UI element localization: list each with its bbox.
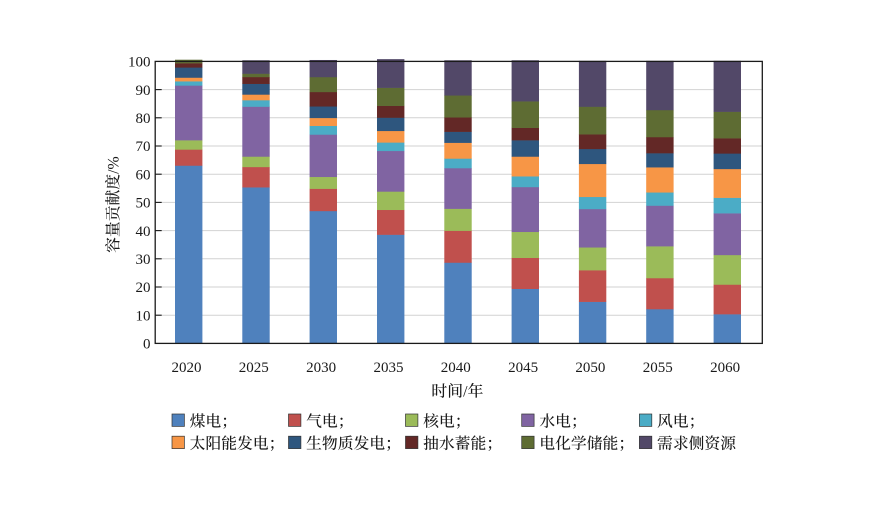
svg-text:100: 100 (128, 55, 151, 71)
svg-text:40: 40 (136, 224, 151, 240)
svg-text:20: 20 (136, 280, 151, 296)
svg-text:2035: 2035 (374, 360, 404, 376)
svg-text:70: 70 (136, 139, 151, 155)
svg-text:2020: 2020 (172, 360, 202, 376)
svg-text:2025: 2025 (239, 360, 269, 376)
svg-text:90: 90 (136, 83, 151, 99)
svg-text:60: 60 (136, 167, 151, 183)
svg-text:30: 30 (136, 252, 151, 268)
svg-text:0: 0 (143, 337, 151, 353)
svg-text:2030: 2030 (306, 360, 336, 376)
svg-text:10: 10 (136, 308, 151, 324)
svg-text:2050: 2050 (575, 360, 605, 376)
svg-text:2055: 2055 (643, 360, 673, 376)
svg-text:80: 80 (136, 111, 151, 127)
svg-text:2060: 2060 (710, 360, 740, 376)
svg-text:50: 50 (136, 196, 151, 212)
svg-text:2045: 2045 (508, 360, 538, 376)
svg-text:2040: 2040 (441, 360, 471, 376)
